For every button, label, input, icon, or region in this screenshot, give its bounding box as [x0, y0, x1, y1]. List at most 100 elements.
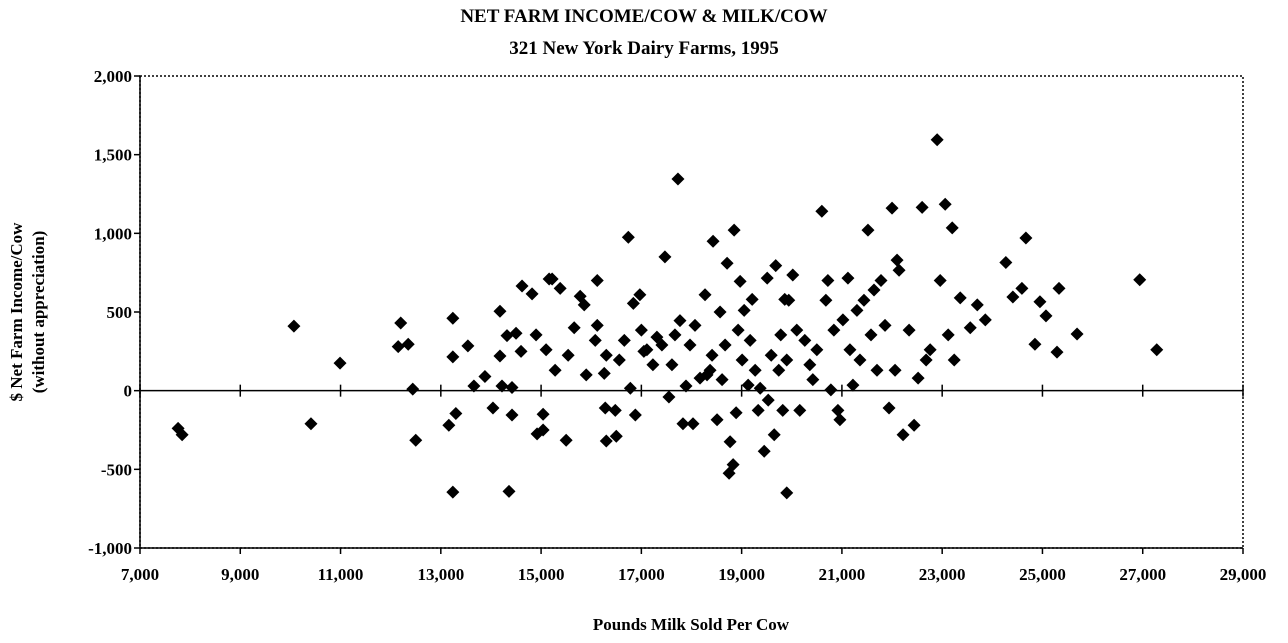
point — [867, 283, 881, 297]
point — [515, 279, 529, 293]
point — [590, 274, 604, 288]
point — [688, 318, 702, 332]
point — [729, 406, 743, 420]
point — [1019, 231, 1033, 245]
point — [810, 343, 824, 357]
point — [461, 339, 475, 353]
point — [803, 358, 817, 372]
point — [486, 401, 500, 415]
y-tick-label: 1,500 — [94, 146, 132, 165]
point — [764, 348, 778, 362]
point — [741, 378, 755, 392]
point — [1070, 327, 1084, 341]
point — [902, 323, 916, 337]
point — [539, 343, 553, 357]
point — [821, 274, 835, 288]
x-tick-label: 29,000 — [1220, 565, 1267, 584]
point — [769, 259, 783, 273]
point — [626, 296, 640, 310]
point — [790, 323, 804, 337]
point — [933, 274, 947, 288]
point — [559, 433, 573, 447]
point — [888, 363, 902, 377]
point — [727, 223, 741, 237]
y-axis-label-note: (without appreciation) — [29, 231, 48, 394]
point — [446, 485, 460, 499]
point — [780, 353, 794, 367]
point — [446, 311, 460, 325]
point — [175, 428, 189, 442]
point — [579, 368, 593, 382]
point — [710, 413, 724, 427]
point — [1015, 281, 1029, 295]
y-tick-label: -500 — [101, 460, 132, 479]
point — [923, 343, 937, 357]
point — [467, 379, 481, 393]
point — [1050, 345, 1064, 359]
point — [609, 429, 623, 443]
point — [646, 358, 660, 372]
point — [978, 313, 992, 327]
point — [446, 350, 460, 364]
point — [890, 253, 904, 267]
point — [442, 418, 456, 432]
point — [502, 484, 516, 498]
point — [409, 433, 423, 447]
point — [745, 292, 759, 306]
point — [640, 343, 654, 357]
point — [720, 256, 734, 270]
point — [963, 321, 977, 335]
point — [737, 303, 751, 317]
point — [658, 250, 672, 264]
point — [599, 348, 613, 362]
point — [718, 338, 732, 352]
point — [590, 318, 604, 332]
point — [864, 328, 878, 342]
point — [1033, 295, 1047, 309]
point — [679, 379, 693, 393]
point — [686, 417, 700, 431]
point — [882, 401, 896, 415]
point — [621, 230, 635, 244]
point — [391, 340, 405, 354]
point — [495, 379, 509, 393]
point — [853, 353, 867, 367]
point — [598, 401, 612, 415]
point — [930, 133, 944, 147]
point — [655, 338, 669, 352]
x-tick-label: 9,000 — [221, 565, 259, 584]
x-tick-label: 13,000 — [417, 565, 464, 584]
point — [1039, 309, 1053, 323]
point — [1052, 281, 1066, 295]
point — [843, 343, 857, 357]
point — [831, 403, 845, 417]
point — [698, 288, 712, 302]
x-tick-label: 7,000 — [121, 565, 159, 584]
point — [401, 337, 415, 351]
point — [999, 255, 1013, 269]
point — [798, 333, 812, 347]
point — [743, 333, 757, 347]
point — [333, 356, 347, 370]
point — [673, 314, 687, 328]
point — [1006, 290, 1020, 304]
point — [545, 272, 559, 286]
point — [628, 408, 642, 422]
point — [668, 328, 682, 342]
point — [841, 271, 855, 285]
y-tick-label: 2,000 — [94, 67, 132, 86]
x-tick-label: 17,000 — [618, 565, 665, 584]
point — [529, 328, 543, 342]
point — [731, 323, 745, 337]
point — [767, 428, 781, 442]
point — [676, 417, 690, 431]
point — [748, 363, 762, 377]
point — [793, 403, 807, 417]
x-tick-label: 23,000 — [919, 565, 966, 584]
point — [878, 318, 892, 332]
x-tick-label: 25,000 — [1019, 565, 1066, 584]
point — [567, 321, 581, 335]
point — [772, 363, 786, 377]
x-axis-label: Pounds Milk Sold Per Cow — [593, 615, 790, 634]
